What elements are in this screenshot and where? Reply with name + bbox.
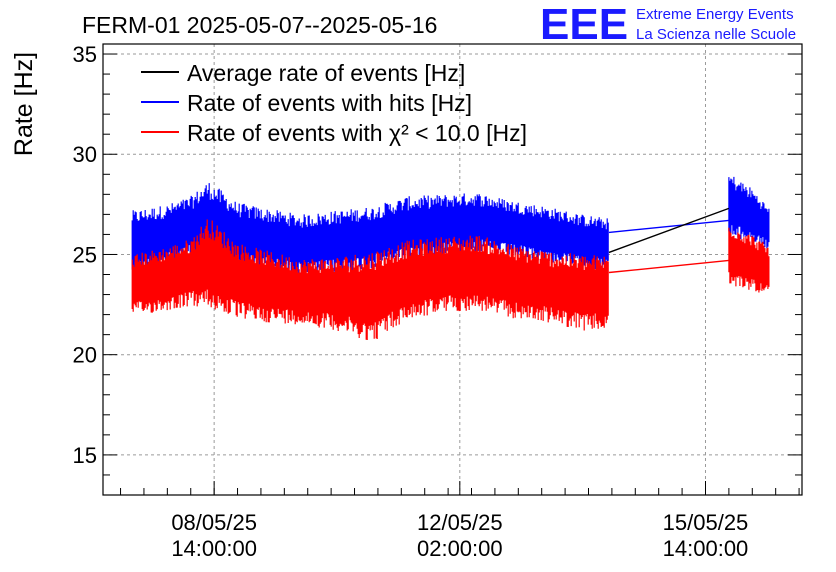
legend-label-1: Average rate of events [Hz] bbox=[187, 60, 465, 86]
series-chi2-gap-line bbox=[608, 259, 729, 274]
series-hits-segment-1 bbox=[131, 183, 609, 277]
series-hits-gap-line bbox=[608, 219, 729, 234]
series-hits-segment-2 bbox=[728, 176, 770, 249]
series-chi2-segment-1 bbox=[131, 219, 609, 340]
y-tick-label: 20 bbox=[73, 343, 97, 368]
legend-label-3: Rate of events with χ² < 10.0 [Hz] bbox=[187, 120, 527, 146]
y-tick-label: 15 bbox=[73, 443, 97, 468]
legend: Average rate of events [Hz] Rate of event… bbox=[141, 60, 527, 146]
brand-line-2: La Scienza nelle Scuole bbox=[636, 26, 796, 43]
plot-frame bbox=[102, 43, 803, 496]
y-tick-label: 30 bbox=[73, 142, 97, 167]
y-tick-label: 35 bbox=[73, 42, 97, 67]
brand-line-1: Extreme Energy Events bbox=[636, 6, 794, 23]
legend-label-2: Rate of events with hits [Hz] bbox=[187, 90, 472, 116]
y-axis-label: Rate [Hz] bbox=[10, 52, 38, 156]
eee-logo: EEE bbox=[540, 0, 628, 49]
axes: 152025303508/05/2514:00:0012/05/2502:00:… bbox=[73, 42, 803, 561]
x-tick-label-time: 14:00:00 bbox=[663, 536, 749, 561]
x-tick-label-time: 14:00:00 bbox=[171, 536, 257, 561]
x-tick-label-date: 08/05/25 bbox=[171, 510, 257, 535]
x-tick-label-date: 12/05/25 bbox=[417, 510, 503, 535]
series-chi2-segment-2 bbox=[728, 227, 770, 293]
x-tick-label-date: 15/05/25 bbox=[663, 510, 749, 535]
x-tick-label-time: 02:00:00 bbox=[417, 536, 503, 561]
data-series bbox=[131, 176, 770, 340]
chart-title: FERM-01 2025-05-07--2025-05-16 bbox=[82, 12, 437, 38]
y-tick-label: 25 bbox=[73, 242, 97, 267]
series-average-line bbox=[608, 207, 730, 254]
